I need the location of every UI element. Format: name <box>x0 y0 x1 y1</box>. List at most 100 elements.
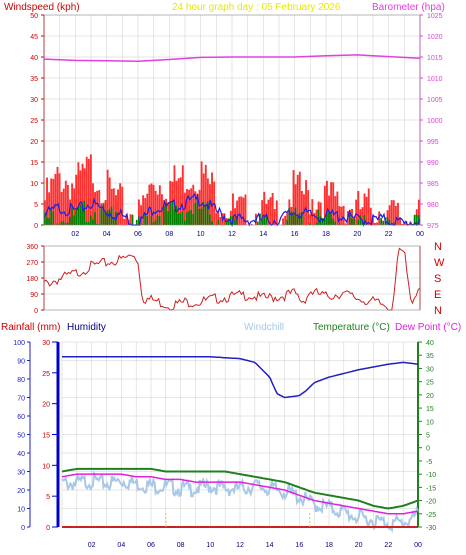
gust-bar <box>336 191 339 225</box>
lull-bar <box>186 212 188 225</box>
compass-letter: W <box>434 257 445 269</box>
temperature-tick-label: 20 <box>426 393 434 400</box>
compass-letter: E <box>434 289 441 301</box>
gust-bar <box>200 161 203 225</box>
windspeed-tick-label: 30 <box>30 97 38 104</box>
lull-bar <box>202 201 205 225</box>
lull-bar <box>158 216 161 225</box>
rainfall-tick-label: 20 <box>42 402 50 409</box>
lull-bar <box>167 211 169 225</box>
lull-bar <box>225 220 228 225</box>
lull-bar <box>66 222 69 225</box>
gust-bar <box>152 184 155 225</box>
lull-bar <box>98 224 100 225</box>
barometer-tick-label: 1000 <box>427 118 443 125</box>
lull-bar <box>217 219 220 225</box>
humidity-tick-label: 10 <box>17 507 25 514</box>
gust-bar <box>96 190 99 225</box>
time-tick-label: 10 <box>206 542 214 549</box>
gust-bar <box>89 154 92 225</box>
gust-bar <box>417 199 420 225</box>
temperature-tick-label: 40 <box>426 340 434 347</box>
gust-bar <box>311 199 314 225</box>
barometer-tick-label: 995 <box>427 139 439 146</box>
time-tick-label: 08 <box>165 231 173 238</box>
gust-bar <box>142 195 145 225</box>
gust-bar <box>367 188 370 225</box>
gust-bar <box>98 190 101 225</box>
compass-letter: S <box>434 273 441 285</box>
gust-bar <box>330 182 333 225</box>
temperature-tick-label: -20 <box>426 499 436 506</box>
time-tick-label: 16 <box>295 542 303 549</box>
gust-bar <box>300 190 303 225</box>
lull-bar <box>415 214 418 225</box>
gust-bar <box>357 191 360 225</box>
humidity-tick-label: 90 <box>17 359 25 366</box>
lull-bar <box>330 214 332 225</box>
lull-bar <box>227 218 230 225</box>
gust-bar <box>250 224 253 225</box>
gust-bar <box>282 218 285 225</box>
lull-bar <box>165 202 167 225</box>
gust-bar <box>192 184 195 225</box>
time-tick-label: 00 <box>416 231 424 238</box>
lull-bar <box>359 215 362 225</box>
gust-bar <box>234 208 236 225</box>
gust-bar <box>334 196 337 225</box>
gust-bar <box>173 165 176 225</box>
gust-bar <box>60 191 63 225</box>
gust-bar <box>154 190 157 225</box>
humidity-tick-label: 70 <box>17 396 25 403</box>
barometer-tick-label: 975 <box>427 223 439 230</box>
lull-bar <box>138 216 140 225</box>
lull-bar <box>292 214 295 225</box>
barometer-tick-label: 1010 <box>427 76 443 83</box>
windchill-line <box>61 470 419 534</box>
temperature-tick-label: -25 <box>426 512 436 519</box>
lull-bar <box>163 206 165 225</box>
gust-bar <box>390 200 393 225</box>
gust-bar <box>365 196 368 225</box>
lull-bar <box>388 219 391 225</box>
gust-bar <box>69 199 71 225</box>
lull-bar <box>177 213 180 225</box>
barometer-tick-label: 1015 <box>427 55 443 62</box>
temperature-tick-label: 5 <box>426 433 430 440</box>
gust-bar <box>371 216 374 225</box>
gust-bar <box>236 200 239 225</box>
windspeed-tick-label: 50 <box>30 13 38 20</box>
lull-bar <box>382 220 385 225</box>
gust-bar <box>62 188 65 225</box>
temperature-tick-label: 10 <box>426 419 434 426</box>
lull-bar <box>348 214 351 225</box>
humidity-tick-label: 80 <box>17 377 25 384</box>
lull-bar <box>386 216 389 225</box>
gust-bar <box>238 196 241 225</box>
lull-bar <box>94 212 96 225</box>
windspeed-tick-label: 20 <box>30 139 38 146</box>
time-tick-label: 06 <box>134 231 142 238</box>
windspeed-axis-title: Windspeed (kph) <box>4 2 80 13</box>
lull-bar <box>46 217 48 225</box>
gust-bar <box>188 189 191 225</box>
gust-bar <box>66 184 69 225</box>
gust-bar <box>342 205 345 225</box>
lull-bar <box>81 204 84 225</box>
humidity-tick-label: 30 <box>17 470 25 477</box>
lull-bar <box>326 211 328 225</box>
lull-bar <box>173 209 176 225</box>
gust-bar <box>338 206 341 225</box>
temperature-tick-label: 35 <box>426 353 434 360</box>
lull-bar <box>48 218 50 225</box>
lull-bar <box>106 210 109 225</box>
gust-bar <box>269 197 272 225</box>
gust-bar <box>79 170 82 225</box>
gust-bar <box>198 189 201 225</box>
gust-bar <box>217 210 220 225</box>
lull-bar <box>380 217 382 225</box>
gust-bar <box>64 180 67 225</box>
graph-title: 24 hour graph day : 05 February 2026 <box>172 2 341 13</box>
gust-bar <box>374 222 376 225</box>
